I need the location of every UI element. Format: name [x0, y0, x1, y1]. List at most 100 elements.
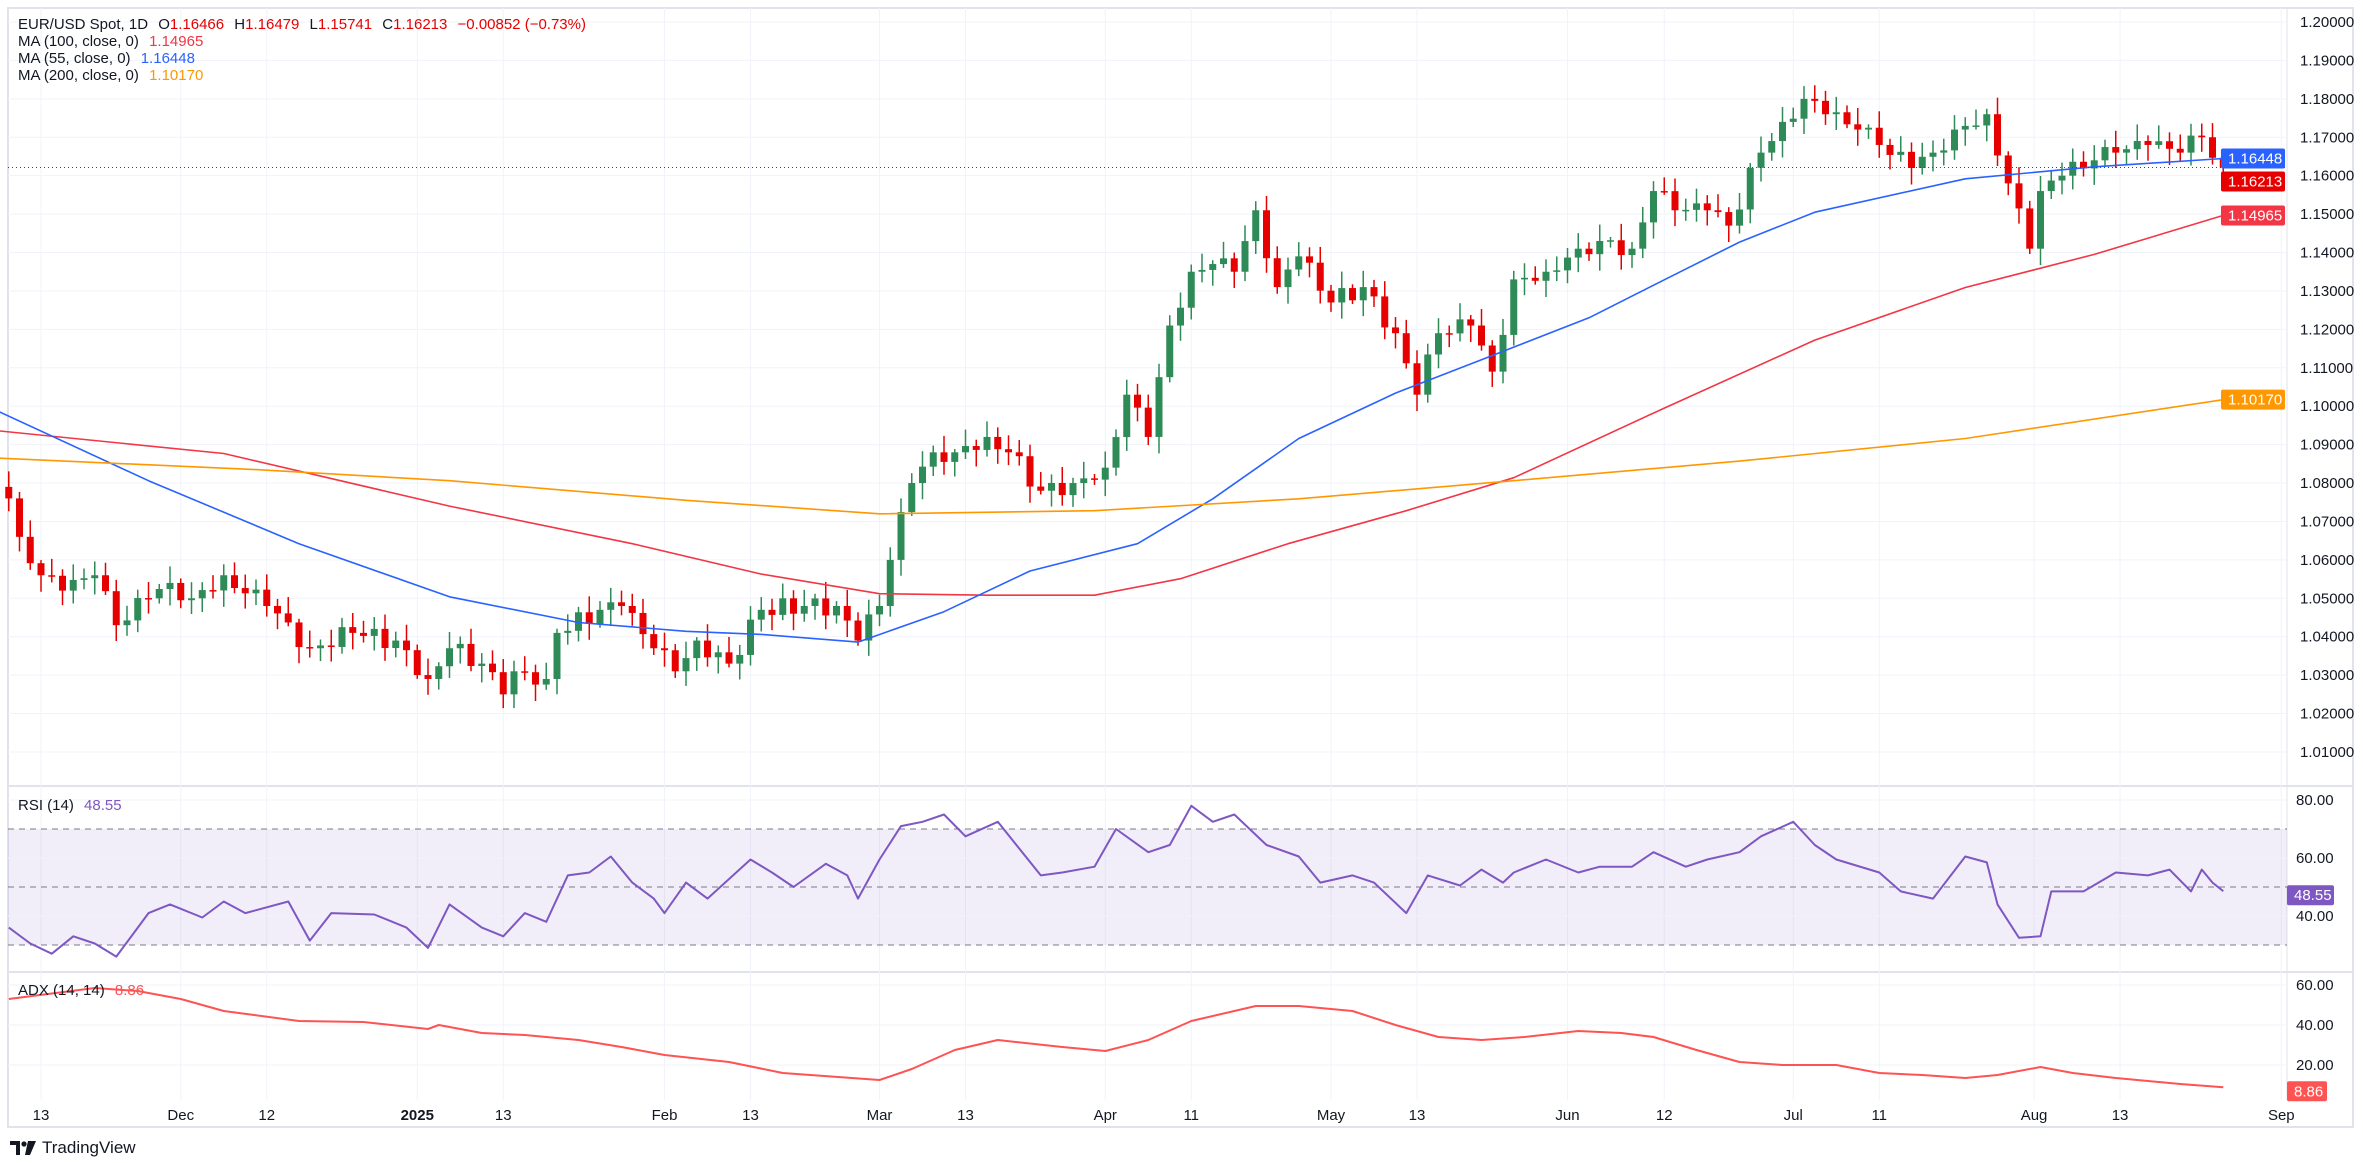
candle	[446, 648, 453, 667]
candle	[994, 436, 1002, 450]
candle	[123, 620, 131, 626]
candle	[1660, 191, 1668, 193]
time-axis-label: 11	[1871, 1107, 1887, 1124]
ohlc-close-value: 1.16213	[393, 16, 448, 33]
candle	[2144, 140, 2152, 145]
candle	[1488, 345, 1496, 372]
time-axis-label: Jul	[1784, 1107, 1803, 1124]
candle	[1209, 264, 1217, 270]
price-axis-label: 1.12000	[2300, 321, 2354, 338]
adx-legend[interactable]: ADX (14, 14) 8.86	[18, 982, 150, 999]
ma55-legend[interactable]: MA (55, close, 0) 1.16448	[18, 50, 201, 67]
ohlc-close-label: C	[382, 16, 394, 33]
candle	[575, 612, 582, 631]
time-axis-label: 13	[2112, 1107, 2129, 1124]
candle	[134, 598, 142, 621]
candle	[811, 598, 819, 606]
tradingview-logo[interactable]: TradingView	[10, 1138, 136, 1158]
adx-axis-label: 60.00	[2296, 977, 2334, 994]
candle	[1736, 209, 1743, 226]
candle	[1349, 288, 1356, 301]
ma100-legend[interactable]: MA (100, close, 0) 1.14965	[18, 33, 209, 50]
rsi-badge-label: 48.55	[2294, 887, 2332, 904]
price-axis-label: 1.16000	[2300, 168, 2354, 185]
candle	[736, 654, 744, 664]
ma200-legend[interactable]: MA (200, close, 0) 1.10170	[18, 67, 209, 84]
price-axis-label: 1.19000	[2300, 52, 2354, 69]
candle	[865, 614, 873, 641]
candle	[661, 648, 668, 651]
time-axis-label: Mar	[867, 1107, 893, 1124]
candle	[908, 483, 916, 513]
rsi-legend[interactable]: RSI (14) 48.55	[18, 797, 128, 814]
candle	[1402, 333, 1410, 364]
candle	[37, 563, 45, 576]
time-axis-label: 11	[1183, 1107, 1199, 1124]
candle	[1822, 100, 1829, 115]
candle	[1284, 269, 1292, 288]
candle	[2198, 135, 2206, 138]
candle	[1639, 222, 1647, 249]
chart-frame	[7, 7, 2354, 1128]
candle	[1628, 248, 1636, 256]
candle	[1478, 325, 1485, 346]
candle	[403, 640, 410, 651]
candle	[2187, 135, 2195, 153]
candle	[564, 630, 572, 633]
candle	[1091, 478, 1098, 480]
symbol-title: EUR/USD Spot, 1D	[18, 16, 149, 33]
candle	[1531, 277, 1539, 281]
candle	[843, 605, 851, 621]
ohlc-open: O1.16466	[158, 16, 224, 33]
rsi-axis-label: 60.00	[2296, 850, 2334, 867]
adx-axis-label: 40.00	[2296, 1017, 2334, 1034]
rsi-value: 48.55	[84, 797, 122, 814]
candle	[940, 452, 948, 462]
candle	[1585, 248, 1593, 255]
candle	[521, 671, 529, 673]
candle	[854, 620, 862, 641]
candle	[693, 640, 701, 659]
candle	[1144, 407, 1152, 437]
candle	[1865, 127, 1872, 130]
candle	[542, 678, 550, 685]
candle	[1574, 248, 1582, 258]
candle	[1392, 327, 1399, 334]
candle	[2133, 140, 2141, 150]
time-axis-label: 13	[33, 1107, 50, 1124]
candle	[16, 498, 23, 537]
candle	[1177, 307, 1184, 326]
ma55-value: 1.16448	[140, 50, 195, 67]
candle	[2026, 208, 2034, 249]
candle	[919, 466, 926, 484]
candle	[1263, 210, 1270, 259]
candle	[1037, 486, 1045, 491]
candle	[2112, 147, 2120, 153]
price-axis-label: 1.06000	[2300, 552, 2354, 569]
candle	[1746, 167, 1754, 210]
candle	[1994, 114, 2001, 156]
candle	[1961, 125, 1969, 130]
price-axis-label: 1.20000	[2300, 14, 2354, 31]
tradingview-logo-icon	[10, 1141, 36, 1155]
price-badge-label: 1.14965	[2228, 207, 2282, 224]
price-badge-label: 1.10170	[2228, 392, 2282, 409]
candle	[1972, 125, 1980, 127]
candle	[1080, 478, 1088, 484]
candle	[1607, 240, 1614, 242]
candle	[1005, 449, 1012, 453]
candle	[2176, 148, 2184, 153]
price-badge-label: 1.16213	[2228, 173, 2282, 190]
candle	[209, 590, 217, 592]
candle	[1650, 191, 1657, 223]
candle	[747, 619, 754, 655]
candle	[2123, 149, 2130, 153]
candle	[284, 613, 292, 623]
ohlc-low: L1.15741	[310, 16, 373, 33]
candle	[1918, 156, 1926, 168]
candle	[392, 640, 400, 648]
candle	[198, 590, 206, 599]
candle	[1101, 467, 1109, 480]
time-axis-label: 13	[742, 1107, 759, 1124]
